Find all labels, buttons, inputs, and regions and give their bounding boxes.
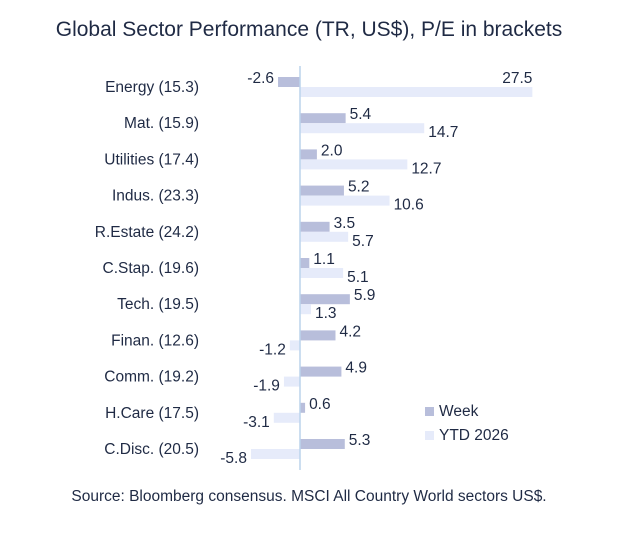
- ytd-value-label-mat: 14.7: [428, 124, 458, 141]
- week-value-label-energy: -2.6: [247, 70, 274, 87]
- week-bar-utilities: [300, 149, 317, 160]
- category-label-indus: Indus. (23.3): [112, 188, 199, 205]
- ytd-bar-r-estate: [300, 231, 349, 242]
- category-label-h-care: H.Care (17.5): [105, 405, 199, 422]
- week-value-label-finan: 4.2: [339, 323, 361, 340]
- category-label-comm: Comm. (19.2): [104, 369, 199, 386]
- ytd-value-label-h-care: -3.1: [243, 414, 270, 431]
- week-value-label-comm: 4.9: [345, 360, 367, 377]
- category-label-finan: Finan. (12.6): [111, 332, 199, 349]
- legend-swatch-ytd-2026: [425, 431, 434, 440]
- week-bar-finan: [300, 330, 336, 341]
- ytd-value-label-comm: -1.9: [253, 378, 280, 395]
- week-value-label-indus: 5.2: [348, 179, 370, 196]
- category-label-c-stap: C.Stap. (19.6): [103, 260, 200, 277]
- legend-swatch-week: [425, 407, 434, 416]
- week-bar-tech: [300, 294, 350, 305]
- week-value-label-mat: 5.4: [350, 106, 372, 123]
- source-note: Source: Bloomberg consensus. MSCI All Co…: [71, 488, 547, 505]
- ytd-value-label-c-stap: 5.1: [347, 269, 369, 286]
- ytd-value-label-r-estate: 5.7: [352, 233, 374, 250]
- week-bar-mat: [300, 113, 346, 124]
- category-label-r-estate: R.Estate (24.2): [95, 224, 199, 241]
- week-value-label-utilities: 2.0: [321, 142, 343, 159]
- week-bar-c-stap: [300, 258, 310, 268]
- week-bar-c-disc: [300, 439, 345, 449]
- chart-title: Global Sector Performance (TR, US$), P/E…: [55, 18, 563, 41]
- ytd-value-label-c-disc: -5.8: [220, 450, 247, 467]
- week-bar-h-care: [300, 402, 306, 413]
- ytd-bar-c-disc: [250, 449, 300, 459]
- week-value-label-c-disc: 5.3: [349, 432, 371, 449]
- category-label-c-disc: C.Disc. (20.5): [104, 441, 199, 458]
- sector-performance-chart: -2.6 27.5 5.4 14.7 2.0 12.7 5.2 10.6 3.55.7 1.1 5.…: [95, 66, 533, 470]
- ytd-bar-h-care: [273, 412, 300, 423]
- legend-label-week: Week: [439, 403, 479, 420]
- ytd-value-label-finan: -1.2: [259, 341, 286, 358]
- ytd-bar-energy: [300, 87, 533, 97]
- ytd-value-label-utilities: 12.7: [411, 160, 441, 177]
- week-value-label-h-care: 0.6: [309, 396, 331, 413]
- week-bar-indus: [300, 185, 344, 196]
- legend-label-ytd-2026: YTD 2026: [439, 427, 509, 444]
- ytd-value-label-tech: 1.3: [315, 305, 337, 322]
- ytd-bar-finan: [289, 340, 300, 351]
- week-bar-comm: [300, 366, 342, 377]
- week-value-label-c-stap: 1.1: [313, 251, 335, 268]
- ytd-bar-utilities: [300, 159, 408, 170]
- ytd-bar-tech: [300, 304, 311, 315]
- ytd-value-label-energy: 27.5: [502, 70, 532, 87]
- ytd-bar-indus: [300, 195, 390, 206]
- ytd-value-label-indus: 10.6: [394, 197, 424, 214]
- category-label-utilities: Utilities (17.4): [104, 151, 199, 168]
- week-value-label-r-estate: 3.5: [334, 215, 356, 232]
- week-value-label-tech: 5.9: [354, 287, 376, 304]
- category-label-tech: Tech. (19.5): [117, 296, 199, 313]
- category-label-energy: Energy (15.3): [105, 79, 199, 96]
- ytd-bar-comm: [283, 376, 300, 387]
- week-bar-energy: [278, 77, 300, 87]
- week-bar-r-estate: [300, 221, 330, 232]
- category-label-mat: Mat. (15.9): [124, 115, 199, 132]
- ytd-bar-c-stap: [300, 268, 344, 278]
- ytd-bar-mat: [300, 123, 425, 134]
